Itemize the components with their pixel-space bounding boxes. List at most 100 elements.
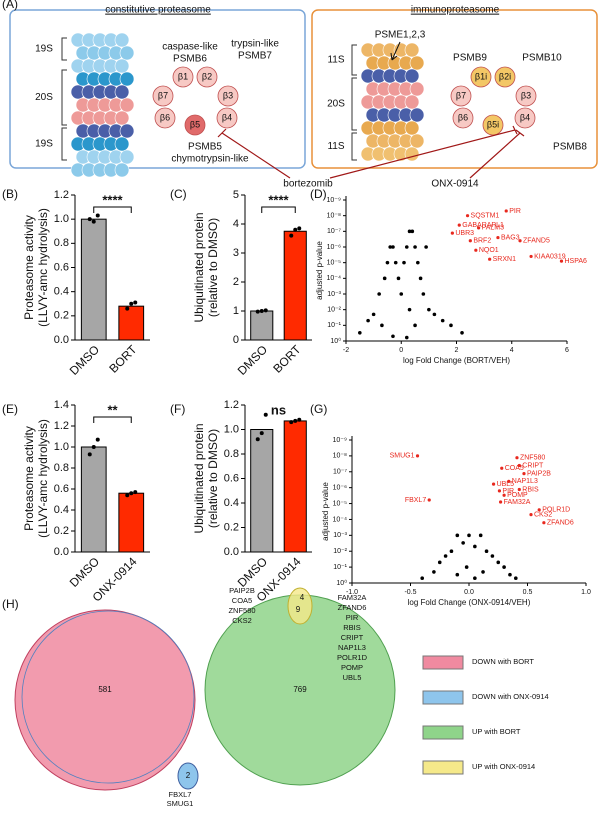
panel-letter: (D)	[310, 187, 327, 201]
significance-bracket	[93, 206, 132, 213]
gene: RBIS	[343, 623, 361, 632]
point	[432, 312, 437, 317]
gene: FBXL7	[169, 790, 192, 799]
gene-label: FAM32A	[504, 499, 531, 506]
y-axis-label: (relative to DMSO)	[206, 429, 220, 528]
significance-bracket	[261, 206, 296, 213]
labeled-point	[465, 214, 470, 218]
bar	[80, 446, 107, 553]
subunit-shape	[404, 42, 420, 58]
significance: ns	[271, 402, 286, 417]
gene: POMP	[341, 663, 363, 672]
bar	[250, 429, 274, 553]
subunit-shape	[119, 45, 135, 61]
subunit-shape	[114, 32, 130, 48]
label: immunoproteasome	[411, 5, 500, 16]
replicate-point	[289, 233, 294, 238]
venn-set	[14, 609, 196, 791]
subunit	[482, 114, 504, 136]
x-tick-label: DMSO	[235, 342, 270, 377]
gene-label: POLR1D	[542, 507, 570, 514]
y-tick-label: 10⁻¹	[333, 564, 347, 571]
labeled-point	[491, 482, 496, 486]
replicate-point	[95, 213, 100, 218]
replicate-point	[95, 437, 100, 442]
point	[460, 331, 464, 335]
labeled-point	[450, 231, 454, 235]
gene-label: SMUG1	[390, 453, 415, 460]
subunit	[172, 66, 194, 88]
point	[467, 533, 471, 538]
labeled-point	[537, 508, 541, 512]
gene-label: NAP1L3	[512, 478, 538, 485]
subunit-shape	[114, 136, 130, 152]
point	[473, 544, 477, 549]
legend-label: UP with ONX-0914	[472, 762, 535, 771]
label: PSMB6	[173, 54, 207, 65]
y-tick-label: 0.8	[54, 237, 69, 249]
y-tick-label: 10⁻²	[327, 307, 341, 314]
replicate-point	[259, 431, 264, 436]
point	[404, 335, 409, 340]
y-tick-label: 0.0	[224, 546, 239, 558]
x-tick-label: 1.0	[581, 589, 591, 596]
subunit-shape	[409, 81, 425, 97]
gene-label: GABARAPL1	[462, 222, 504, 229]
y-tick-label: 0.4	[224, 497, 239, 509]
replicate-point	[293, 418, 298, 423]
label: β4	[222, 112, 232, 122]
label: β5i	[487, 119, 499, 129]
point	[396, 276, 401, 281]
gene-label: BAG3	[501, 234, 520, 241]
point	[388, 245, 393, 249]
gene-label: NQO1	[479, 247, 499, 254]
y-tick-label: 4	[233, 218, 239, 230]
point	[407, 307, 412, 312]
label: β1	[178, 71, 188, 81]
labeled-point	[498, 500, 503, 504]
significance: **	[107, 402, 118, 417]
x-tick-label: 2	[455, 347, 459, 354]
y-tick-label: 10⁻⁹	[333, 437, 347, 444]
y-tick-label: 10⁻⁵	[333, 500, 347, 507]
label: β3	[521, 90, 531, 100]
replicate-point	[297, 226, 302, 231]
subunit	[470, 66, 492, 88]
subunit-shape	[119, 123, 135, 139]
label: β2i	[499, 71, 511, 81]
labeled-point	[457, 223, 461, 227]
label: PSMB9	[453, 53, 487, 64]
inhibition	[217, 125, 525, 179]
point	[432, 570, 436, 574]
point	[407, 229, 412, 234]
point	[481, 570, 485, 574]
y-tick-label: 10⁻³	[333, 532, 347, 539]
bracket	[351, 77, 357, 131]
point	[484, 549, 489, 554]
point	[413, 323, 417, 328]
labeled-point	[518, 239, 522, 243]
y-tick-label: 10⁻⁵	[327, 260, 341, 267]
y-tick-label: 10⁻¹	[327, 322, 341, 329]
y-axis-label: adjusted p-value	[321, 482, 330, 541]
subunit-shape	[409, 107, 425, 123]
y-tick-label: 0.4	[54, 286, 69, 298]
gene: NAP1L3	[338, 643, 366, 652]
venn-count: 581	[98, 685, 112, 694]
label: PSMB5	[188, 142, 222, 153]
significance: ****	[102, 192, 123, 207]
gene-label: ZFAND6	[547, 520, 574, 527]
point	[410, 229, 415, 234]
subunit-shape	[404, 94, 420, 110]
point	[402, 260, 406, 265]
subunit-shape	[119, 97, 135, 113]
box	[311, 9, 598, 169]
subunit-shape	[119, 71, 135, 87]
legend-swatch	[422, 725, 464, 740]
y-tick-label: 10⁰	[330, 337, 341, 345]
y-tick-label: 0.8	[54, 462, 69, 474]
labeled-point	[488, 257, 492, 261]
subunit	[154, 107, 176, 129]
point	[449, 323, 453, 328]
